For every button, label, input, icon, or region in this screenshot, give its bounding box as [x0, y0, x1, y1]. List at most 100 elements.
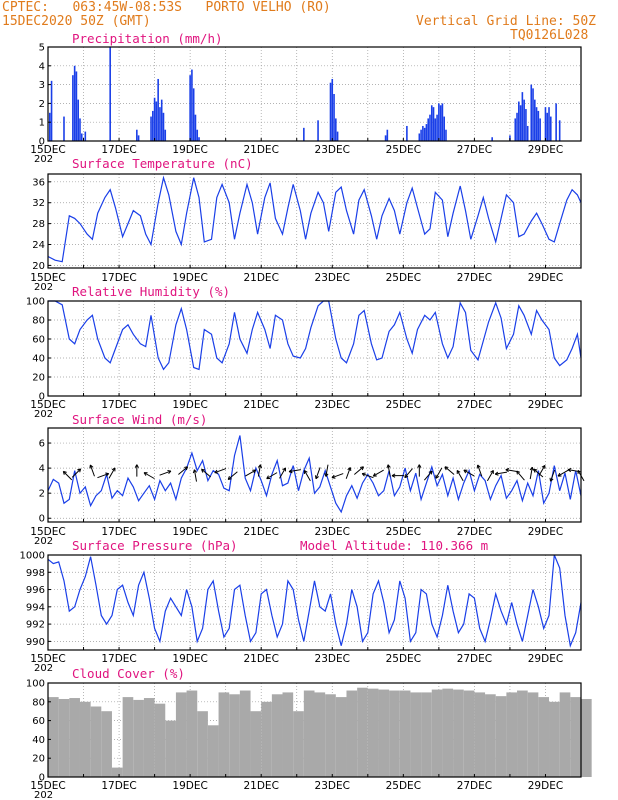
y-tick-label: 2	[39, 489, 45, 500]
precip-bar	[79, 118, 81, 141]
cloud-bar	[410, 692, 422, 777]
wind-arrow	[435, 467, 443, 479]
y-tick-label: 3	[39, 80, 45, 91]
x-date-label: 27DEC	[457, 526, 492, 538]
wind-arrow	[423, 470, 433, 481]
wind-arrow-head	[184, 466, 189, 471]
wind-arrow	[214, 468, 227, 474]
precip-bar	[155, 101, 158, 141]
precip-bar	[555, 103, 557, 141]
y-tick-label: 994	[26, 602, 45, 613]
cloud-bar	[122, 697, 134, 777]
cloud-bar	[527, 692, 539, 777]
chart-title: Cloud Cover (%)	[72, 666, 185, 681]
precip-bar	[137, 135, 140, 141]
cloud-bar	[399, 690, 411, 777]
cloud-bar	[229, 694, 240, 777]
wind-arrow-head	[214, 469, 219, 474]
precip-bar	[534, 99, 536, 141]
precip-bar	[427, 118, 430, 141]
chart-title: Relative Humidity (%)	[72, 284, 230, 299]
precip-bar	[152, 110, 154, 141]
cloud-bar	[378, 689, 390, 777]
wind-arrow-head	[386, 464, 391, 469]
precip-bar	[519, 105, 522, 141]
x-date-label: 23DEC	[315, 144, 350, 156]
x-date-label: 15DEC	[30, 272, 65, 284]
wind-arrow-head	[257, 464, 263, 469]
x-date-label: 21DEC	[243, 653, 278, 665]
cloud-bar	[250, 711, 262, 777]
precip-bar	[75, 71, 78, 141]
series-line	[48, 300, 582, 371]
wind-arrow	[193, 469, 197, 482]
chart-title: Precipitation (mm/h)	[72, 31, 223, 46]
precip-bar	[50, 80, 53, 141]
x-date-label: 19DEC	[172, 780, 207, 792]
precip-bar	[194, 114, 197, 141]
y-tick-label: 1	[39, 118, 45, 129]
wind-arrow-head	[444, 466, 449, 471]
y-tick-label: 24	[32, 240, 45, 251]
precip-bar	[436, 114, 438, 141]
y-tick-label: 1000	[20, 551, 45, 562]
cloud-bar	[143, 698, 155, 777]
y-tick-label: 2	[39, 99, 45, 110]
cloud-bar	[453, 689, 464, 777]
cloud-bar	[101, 711, 112, 777]
precip-bar	[317, 120, 319, 141]
wind-arrow	[227, 471, 238, 480]
precip-bar	[303, 127, 305, 141]
chart-panel-5: 990 992 994 996 998 1000 15DEC 17DEC 19DEC 21DEC 2…	[20, 538, 582, 674]
wind-arrow	[353, 466, 364, 475]
wind-arrow-head	[516, 470, 521, 475]
precip-bar	[526, 125, 529, 141]
wind-arrow-head	[192, 469, 197, 474]
cloud-bar	[357, 687, 368, 777]
wind-arrow-head	[428, 470, 433, 475]
x-date-label: 25DEC	[386, 144, 421, 156]
precip-bar	[191, 69, 193, 141]
header-date: 15DEC2020 50Z (GMT)	[2, 14, 151, 29]
wind-arrow	[245, 469, 256, 477]
precip-bar	[525, 109, 527, 141]
y-tick-label: 40	[32, 735, 45, 746]
x-date-label: 15DEC	[30, 399, 65, 411]
y-tick-label: 20	[32, 754, 45, 765]
plot-frame	[47, 173, 582, 269]
precip-bar	[521, 92, 524, 141]
cloud-bar	[207, 725, 219, 777]
cloud-bar	[165, 720, 176, 777]
precip-bar	[418, 133, 421, 141]
x-year-label: 202	[34, 409, 53, 420]
wind-arrow	[550, 469, 556, 482]
cloud-bar	[186, 690, 198, 777]
precip-bar	[153, 97, 156, 141]
precip-bar	[535, 107, 538, 141]
precip-bar	[386, 129, 389, 141]
header-line1: CPTEC: 063:45W-08:53S PORTO VELHO (RO)	[2, 0, 331, 15]
x-date-label: 29DEC	[528, 653, 563, 665]
x-date-label: 19DEC	[172, 144, 207, 156]
precip-bar	[441, 103, 444, 141]
precip-bar	[73, 65, 76, 141]
precip-bar	[438, 103, 440, 141]
cloud-bar	[239, 690, 251, 777]
precip-bar	[420, 129, 422, 141]
precip-bar	[189, 75, 191, 141]
precip-bar	[548, 107, 550, 141]
cloud-bar	[175, 692, 187, 777]
cloud-bar	[495, 696, 507, 777]
y-tick-label: 80	[32, 316, 45, 327]
x-date-label: 19DEC	[172, 399, 207, 411]
cloud-bar	[261, 701, 272, 777]
precip-bar	[434, 118, 437, 141]
wind-arrow-head	[567, 467, 572, 473]
wind-arrow	[178, 466, 188, 475]
cloud-bar	[325, 694, 336, 777]
precip-bar	[544, 107, 547, 141]
wind-arrow-head	[266, 475, 271, 480]
precip-bar	[159, 107, 161, 141]
precip-bar	[329, 82, 332, 141]
y-tick-label: 80	[32, 697, 45, 708]
